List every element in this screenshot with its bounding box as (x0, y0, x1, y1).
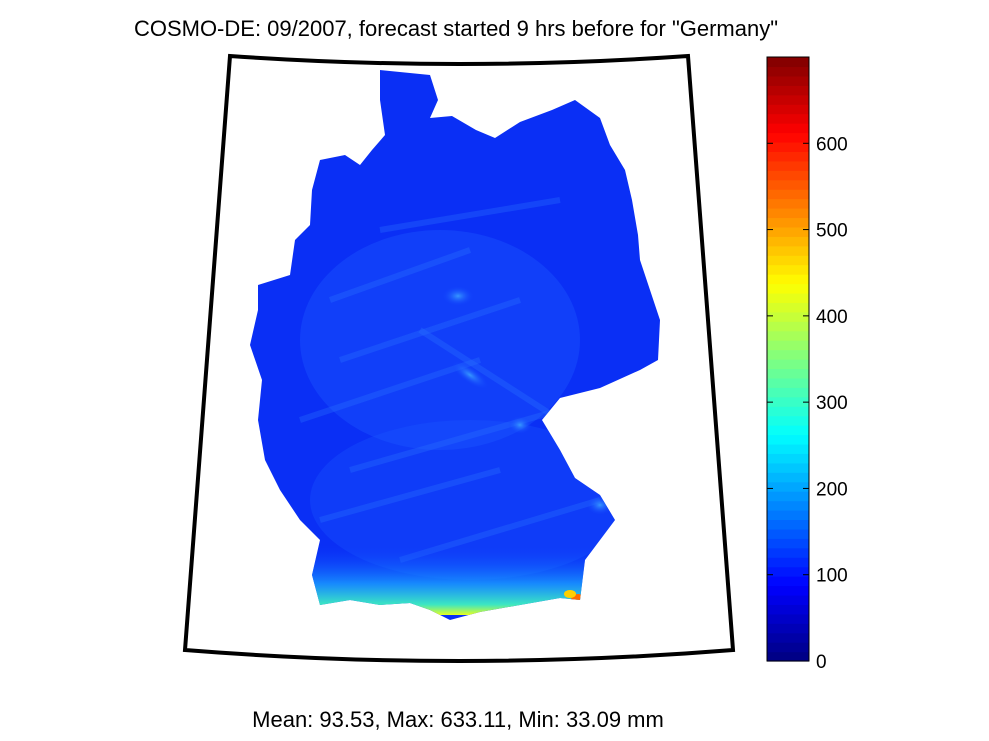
colorbar-band (767, 340, 809, 351)
map-panel (182, 53, 736, 663)
colorbar-band (767, 453, 809, 464)
colorbar-band (767, 264, 809, 275)
colorbar-band (767, 245, 809, 256)
colorbar-band (767, 576, 809, 587)
colorbar-band (767, 170, 809, 181)
colorbar-band (767, 547, 809, 558)
colorbar-border (766, 56, 810, 662)
colorbar-band (767, 481, 809, 492)
field-moderate-area (300, 230, 580, 450)
colorbar-band (767, 292, 809, 303)
colorbar-band (767, 94, 809, 105)
colorbar-band (767, 208, 809, 219)
statistics-caption: Mean: 93.53, Max: 633.11, Min: 33.09 mm (252, 707, 664, 732)
field-hotspot (451, 360, 489, 390)
colorbar-band (767, 359, 809, 370)
chart-title: COSMO-DE: 09/2007, forecast started 9 hr… (133, 16, 779, 41)
colorbar-band (767, 132, 809, 143)
colorbar-band (767, 151, 809, 162)
colorbar-band (767, 113, 809, 124)
field-moderate-area (310, 420, 630, 580)
field-streak (418, 327, 562, 423)
colorbar-band (767, 387, 809, 398)
colorbar-band (767, 425, 809, 436)
colorbar-band (767, 274, 809, 285)
field-hotspot (508, 416, 532, 434)
colorbar-tick-label: 200 (816, 479, 848, 500)
colorbar-band (767, 604, 809, 615)
field-streak (339, 297, 521, 363)
colorbar-band (767, 377, 809, 388)
colorbar-band (767, 510, 809, 521)
colorbar-band (767, 123, 809, 134)
colorbar-tick-label: 400 (816, 307, 848, 328)
colorbar-band (767, 651, 809, 662)
colorbar-band (767, 623, 809, 634)
colorbar-tick-label: 300 (816, 393, 848, 414)
colorbar-band (767, 57, 809, 68)
colorbar-band (767, 141, 809, 152)
field-streak (319, 467, 501, 523)
colorbar-band (767, 443, 809, 454)
colorbar-band (767, 217, 809, 228)
colorbar-band (767, 104, 809, 115)
colorbar-band (767, 160, 809, 171)
colorbar-tick-label: 0 (816, 652, 827, 673)
colorbar-band (767, 302, 809, 313)
colorbar-band (767, 311, 809, 322)
colorbar-band (767, 236, 809, 247)
colorbar-band (767, 406, 809, 417)
field-streak (328, 247, 472, 303)
colorbar-band (767, 396, 809, 407)
colorbar-band (767, 226, 809, 237)
field-streak (379, 197, 561, 233)
colorbar-band (767, 613, 809, 624)
colorbar-tick-label: 100 (816, 566, 848, 587)
germany-precip-field (250, 70, 660, 620)
colorbar-band (767, 75, 809, 86)
colorbar-band (767, 462, 809, 473)
colorbar-band (767, 85, 809, 96)
field-hotspot (442, 286, 474, 306)
colorbar-band (767, 189, 809, 200)
colorbar-band (767, 500, 809, 511)
colorbar-tick-label: 600 (816, 134, 848, 155)
colorbar-band (767, 519, 809, 530)
colorbar-band (767, 472, 809, 483)
colorbar-band (767, 434, 809, 445)
colorbar-band (767, 528, 809, 539)
colorbar-band (767, 283, 809, 294)
colorbar-band (767, 594, 809, 605)
colorbar-band (767, 538, 809, 549)
colorbar-band (767, 368, 809, 379)
colorbar-band (767, 179, 809, 190)
colorbar-band (767, 632, 809, 643)
colorbar-band (767, 415, 809, 426)
colorbar-band (767, 491, 809, 502)
colorbar-band (767, 557, 809, 568)
field-max-cell (564, 590, 576, 598)
colorbar-band (767, 642, 809, 653)
colorbar-band (767, 585, 809, 596)
colorbar-band (767, 198, 809, 209)
colorbar-tick-label: 500 (816, 221, 848, 242)
colorbar-band (767, 566, 809, 577)
colorbar-band (767, 321, 809, 332)
colorbar-band (767, 349, 809, 360)
colorbar-band (767, 330, 809, 341)
colorbar-band (767, 255, 809, 266)
colorbar-band (767, 66, 809, 77)
field-streak (299, 357, 481, 423)
